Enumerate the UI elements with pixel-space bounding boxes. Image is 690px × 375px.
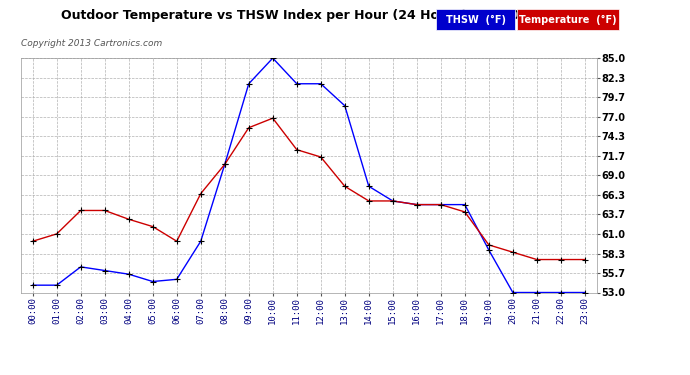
Text: Copyright 2013 Cartronics.com: Copyright 2013 Cartronics.com: [21, 39, 162, 48]
Text: Temperature  (°F): Temperature (°F): [519, 15, 617, 25]
Text: THSW  (°F): THSW (°F): [446, 15, 506, 25]
Text: Outdoor Temperature vs THSW Index per Hour (24 Hours)  20130516: Outdoor Temperature vs THSW Index per Ho…: [61, 9, 546, 22]
